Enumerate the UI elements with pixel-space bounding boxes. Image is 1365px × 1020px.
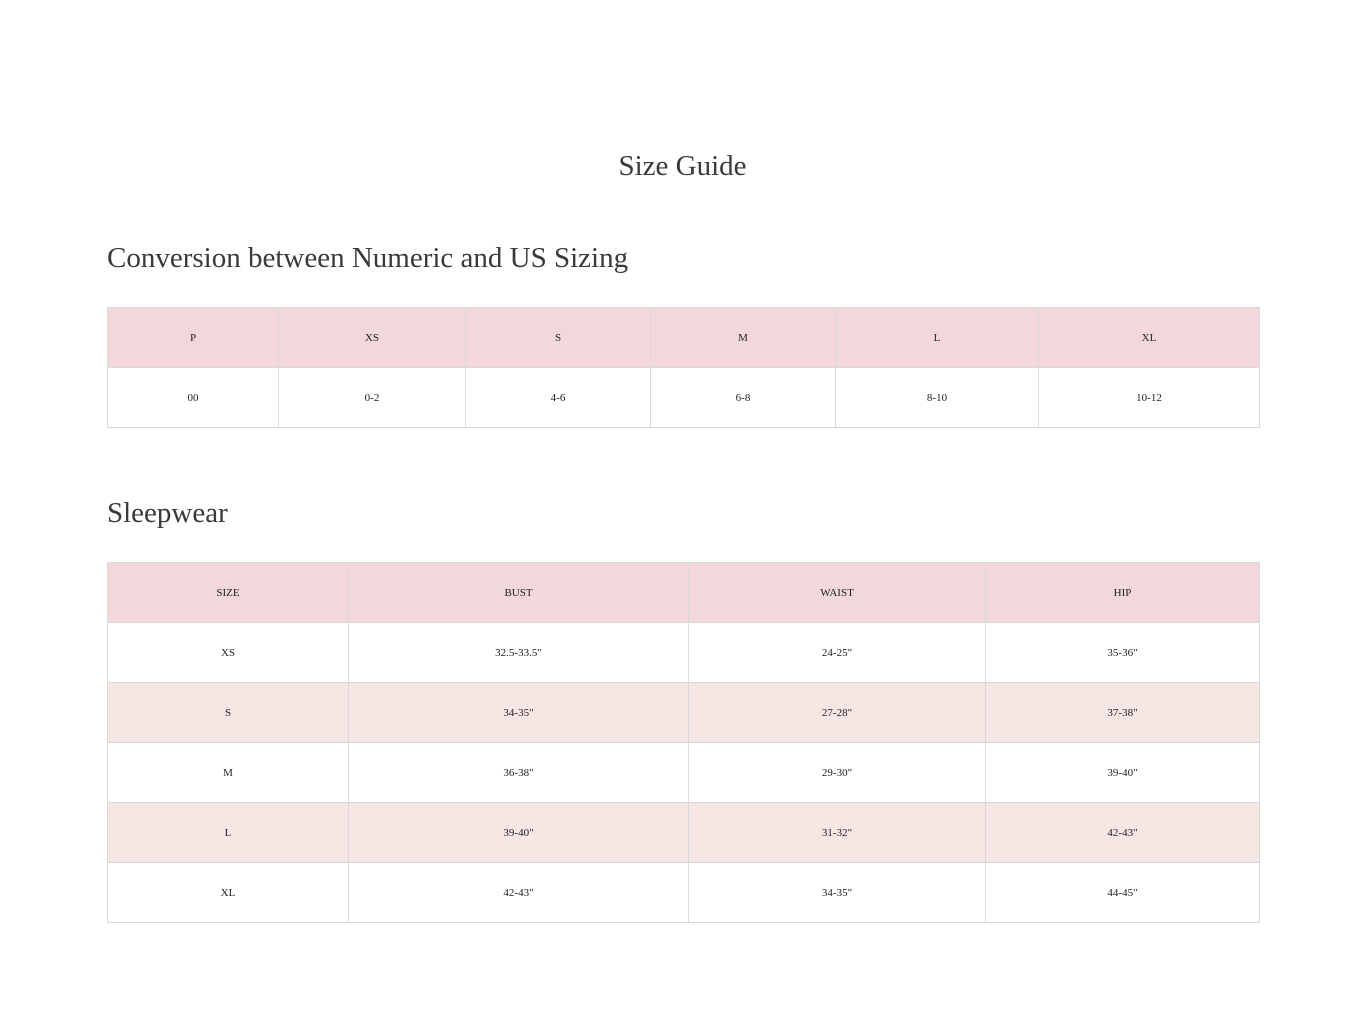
- column-header: WAIST: [688, 562, 986, 623]
- table-cell: 31-32": [688, 802, 986, 863]
- table-row: L 39-40" 31-32" 42-43": [107, 802, 1260, 863]
- column-header: SIZE: [107, 562, 349, 623]
- table-cell: 29-30": [688, 742, 986, 803]
- table-cell: 10-12: [1038, 367, 1260, 428]
- table-cell: 0-2: [278, 367, 466, 428]
- table-cell: 35-36": [985, 622, 1260, 683]
- table-cell: 34-35": [688, 862, 986, 923]
- table-cell: 34-35": [348, 682, 689, 743]
- table-row: 00 0-2 4-6 6-8 8-10 10-12: [107, 367, 1260, 428]
- conversion-heading: Conversion between Numeric and US Sizing: [107, 242, 629, 274]
- table-cell: 24-25": [688, 622, 986, 683]
- column-header: HIP: [985, 562, 1260, 623]
- sleepwear-heading: Sleepwear: [107, 497, 228, 529]
- header-row: SIZE BUST WAIST HIP: [107, 562, 1260, 623]
- column-header: L: [835, 307, 1039, 368]
- column-header: P: [107, 307, 279, 368]
- table-cell: 39-40": [985, 742, 1260, 803]
- table-cell: 27-28": [688, 682, 986, 743]
- table-cell: 42-43": [985, 802, 1260, 863]
- sleepwear-table: SIZE BUST WAIST HIP XS 32.5-33.5" 24-25" 35-36"…: [107, 562, 1260, 923]
- table-row: XS 32.5-33.5" 24-25" 35-36": [107, 622, 1260, 683]
- table-cell: XL: [107, 862, 349, 923]
- table-row: S 34-35" 27-28" 37-38": [107, 682, 1260, 743]
- table-cell: 6-8: [650, 367, 836, 428]
- column-header: BUST: [348, 562, 689, 623]
- table-cell: M: [107, 742, 349, 803]
- page-title: Size Guide: [618, 150, 747, 182]
- table-cell: 37-38": [985, 682, 1260, 743]
- table-cell: S: [107, 682, 349, 743]
- header-row: P XS S M L XL: [107, 307, 1260, 368]
- column-header: M: [650, 307, 836, 368]
- column-header: XL: [1038, 307, 1260, 368]
- column-header: S: [465, 307, 651, 368]
- table-cell: 36-38": [348, 742, 689, 803]
- column-header: XS: [278, 307, 466, 368]
- table-cell: XS: [107, 622, 349, 683]
- table-cell: 8-10: [835, 367, 1039, 428]
- table-cell: 32.5-33.5": [348, 622, 689, 683]
- table-cell: 39-40": [348, 802, 689, 863]
- table-cell: L: [107, 802, 349, 863]
- table-cell: 4-6: [465, 367, 651, 428]
- table-row: XL 42-43" 34-35" 44-45": [107, 862, 1260, 923]
- table-cell: 42-43": [348, 862, 689, 923]
- table-cell: 00: [107, 367, 279, 428]
- conversion-table: P XS S M L XL 00 0-2 4-6 6-8 8-10 10-12: [107, 307, 1260, 428]
- table-row: M 36-38" 29-30" 39-40": [107, 742, 1260, 803]
- table-cell: 44-45": [985, 862, 1260, 923]
